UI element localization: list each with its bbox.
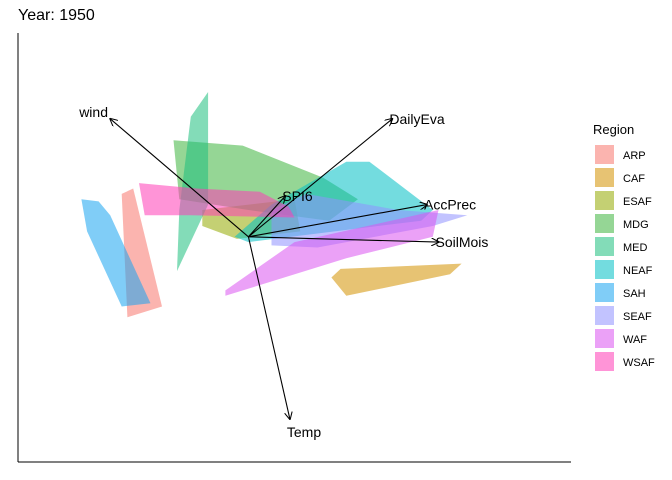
legend-label-caf: CAF (623, 173, 645, 185)
legend-label-mdg: MDG (623, 219, 649, 231)
legend-label-med: MED (623, 242, 648, 254)
hull-sah (81, 199, 151, 307)
vector-label-dailyeva: DailyEva (389, 111, 444, 127)
legend-key-seaf (595, 306, 614, 325)
legend-key-caf (595, 168, 614, 187)
loading-vectors: wind DailyEva SPI6 AccPrec SoilMois Temp (78, 104, 488, 440)
legend-label-waf: WAF (623, 334, 647, 346)
plot-panel: wind DailyEva SPI6 AccPrec SoilMois Temp (17, 33, 571, 463)
hull-seaf (271, 193, 468, 248)
legend-label-wsaf: WSAF (623, 357, 655, 369)
vector-label-temp: Temp (287, 424, 321, 440)
hull-wsaf (139, 183, 295, 218)
hull-med (177, 92, 209, 272)
legend-label-arp: ARP (623, 150, 646, 162)
vector-accprec (248, 205, 427, 238)
vector-wind (110, 119, 249, 238)
vector-label-wind: wind (78, 104, 108, 120)
hull-caf (331, 263, 462, 296)
vector-spi6 (248, 196, 285, 238)
legend: Region ARP CAF ESAF MDG MED NEAF SAH SEAF WAF WSA… (593, 122, 655, 371)
hull-waf (225, 210, 439, 296)
vector-label-soilmois: SoilMois (436, 234, 489, 250)
legend-key-wsaf (595, 352, 614, 371)
vector-dailyeva (248, 119, 392, 238)
vector-soilmois (248, 236, 438, 242)
legend-key-arp (595, 145, 614, 164)
legend-key-waf (595, 329, 614, 348)
legend-label-esaf: ESAF (623, 196, 652, 208)
legend-key-sah (595, 283, 614, 302)
legend-title: Region (593, 122, 634, 137)
chart-title: Year: 1950 (18, 7, 95, 24)
legend-key-mdg (595, 214, 614, 233)
vector-label-spi6: SPI6 (282, 188, 313, 204)
region-hulls (81, 92, 468, 318)
legend-key-neaf (595, 260, 614, 279)
legend-label-sah: SAH (623, 288, 646, 300)
legend-key-esaf (595, 191, 614, 210)
vector-label-accprec: AccPrec (424, 197, 476, 213)
legend-key-med (595, 237, 614, 256)
vector-temp (247, 236, 289, 419)
legend-items: ARP CAF ESAF MDG MED NEAF SAH SEAF WAF WSAF (595, 145, 655, 371)
legend-label-neaf: NEAF (623, 265, 653, 277)
legend-label-seaf: SEAF (623, 311, 652, 323)
